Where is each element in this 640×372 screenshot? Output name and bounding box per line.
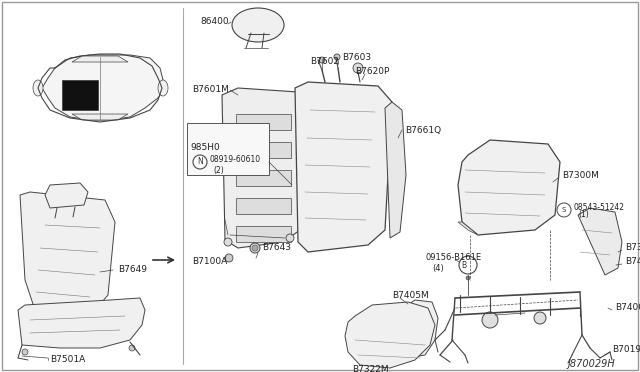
Bar <box>236 226 291 242</box>
Text: B7603: B7603 <box>342 54 371 62</box>
Polygon shape <box>578 208 622 275</box>
Polygon shape <box>345 302 435 368</box>
Circle shape <box>252 245 258 251</box>
Polygon shape <box>45 183 88 208</box>
Text: B7331N: B7331N <box>625 244 640 253</box>
Circle shape <box>466 276 470 280</box>
Circle shape <box>353 63 363 73</box>
Circle shape <box>193 155 207 169</box>
Circle shape <box>557 203 571 217</box>
Polygon shape <box>458 140 560 235</box>
Ellipse shape <box>158 80 168 96</box>
Circle shape <box>250 243 260 253</box>
Text: B7643: B7643 <box>262 244 291 253</box>
Polygon shape <box>72 56 128 62</box>
Circle shape <box>224 238 232 246</box>
Ellipse shape <box>232 8 284 42</box>
Text: B7601M: B7601M <box>192 86 229 94</box>
Polygon shape <box>222 88 305 248</box>
Text: 08919-60610: 08919-60610 <box>210 155 261 164</box>
Text: B7620P: B7620P <box>355 67 389 77</box>
Text: N: N <box>197 157 203 167</box>
Text: B7501A: B7501A <box>50 356 85 365</box>
Text: B7322M: B7322M <box>352 366 388 372</box>
Text: 86400: 86400 <box>200 17 228 26</box>
Circle shape <box>319 57 325 63</box>
Bar <box>236 142 291 158</box>
Text: B7300M: B7300M <box>562 170 599 180</box>
Text: B7661Q: B7661Q <box>405 125 441 135</box>
Polygon shape <box>295 82 392 252</box>
Text: B7406M: B7406M <box>625 257 640 266</box>
Polygon shape <box>18 298 145 348</box>
Text: S: S <box>562 207 566 213</box>
Text: 08543-51242: 08543-51242 <box>573 202 624 212</box>
Text: J870029H: J870029H <box>568 359 616 369</box>
Text: B7649: B7649 <box>118 266 147 275</box>
Text: 09156-B161E: 09156-B161E <box>426 253 482 263</box>
Polygon shape <box>385 102 406 238</box>
Circle shape <box>225 254 233 262</box>
Polygon shape <box>42 55 165 120</box>
Polygon shape <box>458 222 478 235</box>
Text: B7100A: B7100A <box>192 257 227 266</box>
Text: (4): (4) <box>432 263 444 273</box>
Text: B7019M: B7019M <box>612 346 640 355</box>
Text: B: B <box>461 260 467 269</box>
Bar <box>62 80 98 110</box>
Text: B7400: B7400 <box>615 304 640 312</box>
Ellipse shape <box>33 80 43 96</box>
Bar <box>236 198 291 214</box>
Bar <box>236 114 291 130</box>
Circle shape <box>459 256 477 274</box>
Text: (2): (2) <box>213 166 224 174</box>
Text: B7405M: B7405M <box>392 291 429 299</box>
Bar <box>236 170 291 186</box>
Circle shape <box>334 54 340 60</box>
Circle shape <box>482 312 498 328</box>
Circle shape <box>534 312 546 324</box>
Text: B7602: B7602 <box>310 58 339 67</box>
Text: 985H0: 985H0 <box>190 144 220 153</box>
Circle shape <box>129 345 135 351</box>
Circle shape <box>286 234 294 242</box>
Circle shape <box>22 349 28 355</box>
Polygon shape <box>20 192 115 318</box>
Polygon shape <box>396 300 438 358</box>
Text: (1): (1) <box>578 211 589 219</box>
Polygon shape <box>72 114 128 120</box>
FancyBboxPatch shape <box>187 123 269 175</box>
